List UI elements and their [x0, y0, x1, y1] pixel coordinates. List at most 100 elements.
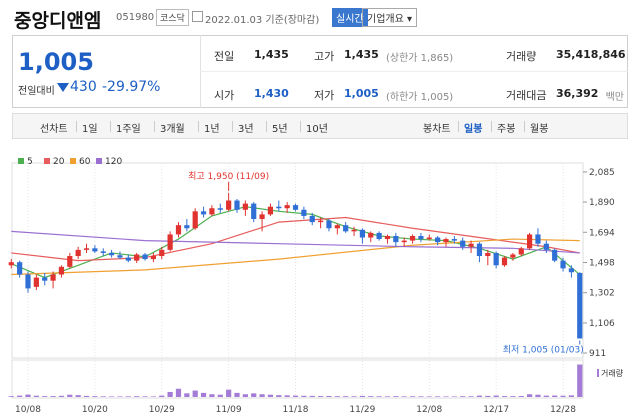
tab[interactable]: 일봉	[464, 124, 483, 135]
candle-body	[125, 257, 131, 261]
stat-note: (상한가 1,865)	[386, 53, 454, 64]
sep	[76, 121, 77, 132]
tab[interactable]: 1주일	[116, 124, 141, 135]
candle-body	[543, 243, 549, 250]
candle-body	[535, 234, 541, 244]
legend-swatch	[96, 158, 102, 164]
volume-bar	[476, 395, 483, 397]
volume-bar	[443, 396, 449, 397]
tab[interactable]: 10년	[306, 124, 328, 135]
stock-code: 051980	[116, 12, 155, 23]
candle-body	[343, 225, 349, 232]
candle-body	[109, 252, 115, 256]
x-tick-label: 10/29	[149, 405, 175, 415]
tab[interactable]: 월봉	[530, 124, 549, 135]
volume-bar	[83, 395, 90, 397]
tab[interactable]: 1년	[204, 124, 220, 135]
tab[interactable]: 1일	[82, 124, 98, 135]
candle-body	[242, 203, 248, 210]
stat-label: 시가	[214, 89, 235, 102]
candle-body	[58, 266, 65, 275]
legend-label: 120	[105, 157, 122, 167]
tab[interactable]: 5년	[272, 124, 288, 135]
candle-body	[226, 200, 232, 210]
stat-note: (하한가 1,005)	[386, 92, 454, 103]
volume-bar	[33, 395, 39, 397]
change-label: 전일대비	[18, 86, 55, 97]
volume-bar	[25, 394, 31, 397]
divider	[200, 71, 628, 72]
stat-note: 백만	[605, 92, 624, 103]
candle-body	[217, 208, 223, 210]
candle-body	[159, 249, 165, 257]
volume-bar	[485, 395, 491, 397]
candle-body	[117, 255, 123, 258]
candle-body	[192, 211, 198, 229]
candle-body	[276, 206, 282, 209]
stat-value: 1,005	[344, 87, 379, 100]
candle-body	[292, 205, 299, 210]
sep	[198, 121, 199, 132]
candle-body	[393, 235, 399, 243]
volume-bar	[267, 394, 274, 397]
volume-bar	[426, 396, 432, 397]
candle-body	[501, 257, 508, 266]
candle-body	[443, 239, 449, 243]
tab[interactable]: 3개월	[160, 124, 185, 135]
candle-body	[75, 249, 81, 257]
price: 1,005	[18, 48, 94, 76]
y-tick-label: 1,302	[589, 289, 615, 299]
candle-body	[50, 274, 56, 281]
candle-body	[351, 229, 357, 232]
volume-bar	[401, 396, 407, 397]
sep	[154, 121, 155, 132]
down-arrow	[57, 83, 69, 92]
stat-label: 저가	[314, 89, 335, 102]
candle-body	[376, 232, 382, 240]
sep	[491, 121, 492, 132]
volume-bar	[460, 396, 466, 397]
market-badge: 코스닥	[156, 9, 189, 26]
candle-body	[418, 235, 424, 240]
sep	[266, 121, 267, 132]
candle-body	[401, 240, 407, 243]
plot-frame	[11, 162, 584, 359]
tab[interactable]: 주봉	[497, 124, 516, 135]
sep	[300, 121, 301, 132]
tab-label: 선차트	[40, 124, 68, 135]
volume-bar	[58, 395, 65, 397]
volume-bar	[142, 396, 148, 397]
volume-bar	[134, 396, 140, 397]
low-annotation: 최저 1,005 (01/03)	[503, 345, 584, 356]
volume-bar	[368, 396, 374, 397]
candle-body	[435, 237, 441, 243]
volume-bar	[192, 390, 198, 397]
volume-bar	[209, 394, 215, 397]
candle-body	[8, 262, 14, 266]
volume-bar	[418, 396, 424, 397]
candle-body	[568, 268, 574, 273]
chart: 5 20 60 120 2,085 1,890 1,694 1,498 1,302 1,106 91…	[8, 157, 624, 415]
y-tick-label: 2,085	[589, 168, 615, 178]
volume-bar	[493, 395, 499, 397]
volume-bar	[501, 396, 508, 397]
candle-body	[451, 239, 457, 241]
y-tick-label: 911	[589, 349, 606, 359]
candle-body	[493, 252, 499, 266]
change: 430	[70, 79, 97, 95]
legend-swatch	[70, 158, 76, 164]
realtime-button[interactable]: 실시간	[332, 8, 368, 27]
volume-bar	[159, 395, 165, 397]
legend-swatch	[44, 158, 50, 164]
x-tick-label: 12/28	[550, 405, 576, 415]
candle-body	[134, 254, 140, 261]
candle-body	[150, 256, 156, 260]
volume-bar	[276, 395, 282, 397]
y-tick-label: 1,106	[589, 319, 615, 329]
company-button[interactable]: 기업개요 ▾	[362, 8, 417, 27]
tab[interactable]: 3년	[238, 124, 254, 135]
volume-bar	[568, 395, 574, 397]
volume-swatch	[597, 369, 599, 377]
stat-value: 35,418,846	[556, 48, 626, 61]
